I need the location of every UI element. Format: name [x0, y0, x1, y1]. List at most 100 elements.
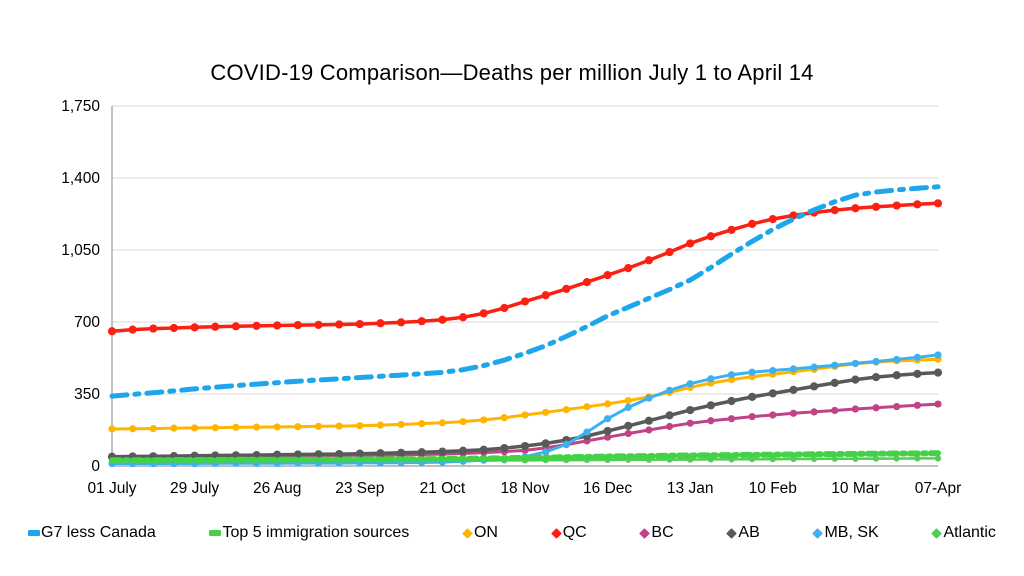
series-point [934, 351, 942, 359]
series-point [624, 403, 632, 411]
y-tick-label: 1,400 [61, 170, 100, 187]
series-point [831, 361, 839, 369]
series-point [458, 446, 468, 455]
series-point [645, 426, 653, 434]
series-point [355, 319, 364, 329]
series-point [231, 322, 240, 331]
series-point [376, 449, 385, 458]
series-point [665, 247, 674, 257]
series-point [830, 378, 839, 387]
series-line-top-5-immigration-sources [109, 450, 941, 464]
x-tick-label: 18 Nov [500, 480, 549, 497]
legend-item-qc: QC [550, 524, 587, 542]
series-point [583, 403, 591, 411]
legend-label: QC [562, 524, 587, 541]
series-point [583, 428, 591, 436]
series-point [851, 359, 860, 367]
series-point [149, 424, 157, 433]
series-point [913, 200, 922, 209]
series-point [397, 448, 406, 457]
series-point [273, 321, 282, 330]
y-tick-label: 1,750 [61, 98, 100, 115]
series-point [727, 371, 736, 379]
legend-marker-icon [931, 527, 943, 539]
x-tick-label: 01 July [87, 480, 136, 497]
series-point [500, 414, 508, 422]
series-point [665, 411, 674, 420]
legend-item-ab: AB [726, 524, 760, 542]
series-point [542, 448, 550, 456]
series-point [438, 419, 446, 427]
series-point [644, 416, 654, 425]
series-point [665, 386, 674, 394]
legend-label: MB, SK [824, 524, 879, 541]
series-point [748, 219, 757, 228]
series-point [645, 394, 653, 402]
legend-marker-icon [726, 527, 738, 539]
series-point [562, 440, 570, 448]
series-point [314, 320, 323, 329]
series-point [893, 455, 900, 462]
chart-title: COVID-19 Comparison—Deaths per million J… [210, 60, 814, 85]
series-point [252, 321, 261, 331]
series-point [727, 376, 736, 384]
series-point [706, 232, 715, 241]
series-point [458, 313, 468, 322]
series-point [417, 448, 426, 457]
series-point [128, 325, 137, 334]
series-point [397, 318, 406, 327]
legend-label: ON [473, 524, 498, 541]
series-point [913, 353, 921, 361]
series-point [644, 256, 654, 265]
series-point [479, 445, 488, 454]
series-point [624, 429, 632, 438]
series-point [355, 449, 364, 458]
series-point [892, 201, 901, 210]
series-point [748, 413, 756, 421]
series-point [934, 455, 942, 462]
x-tick-label: 07-Apr [915, 480, 962, 497]
series-point [562, 406, 570, 414]
series-point [913, 401, 921, 409]
series-point [480, 416, 488, 424]
legend-marker-icon [462, 527, 473, 539]
series-point [252, 423, 261, 431]
series-point [335, 449, 344, 459]
legend-marker-icon [639, 527, 651, 539]
series-point [914, 455, 921, 462]
series-point [686, 419, 694, 427]
series-point [190, 323, 199, 332]
series-point [335, 422, 343, 430]
series-point [211, 322, 220, 331]
series-point [933, 368, 943, 377]
legend-label: Atlantic [943, 524, 996, 541]
series-point [686, 239, 695, 248]
series-point [356, 422, 364, 430]
series-point [934, 400, 942, 408]
series-point [541, 439, 550, 448]
series-point [789, 385, 798, 394]
series-point [789, 409, 798, 417]
series-point [376, 319, 385, 328]
series-point [769, 366, 777, 375]
series-point [397, 420, 405, 429]
series-point [604, 400, 612, 408]
legend: G7 less Canada Top 5 immigration sources O… [28, 524, 996, 542]
series-point [810, 382, 819, 391]
series-point [459, 417, 467, 426]
series-point [872, 404, 880, 412]
series-point [149, 324, 158, 333]
series-point [335, 320, 344, 329]
series-point [107, 327, 117, 336]
y-tick-label: 1,050 [61, 242, 100, 259]
series-point [500, 303, 509, 313]
series-point [768, 215, 777, 224]
series-point [293, 450, 302, 459]
series-point [810, 363, 818, 371]
series-point [562, 284, 571, 293]
series-point [314, 422, 323, 430]
series-point [542, 408, 550, 416]
series-point [665, 422, 674, 431]
series-point [520, 297, 530, 306]
